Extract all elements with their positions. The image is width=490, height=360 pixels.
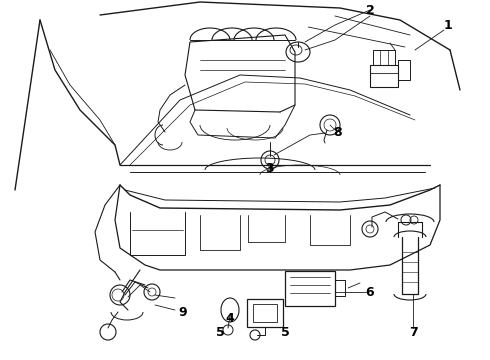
Bar — [398, 60, 410, 80]
Text: 8: 8 — [334, 126, 343, 139]
Text: 2: 2 — [366, 4, 374, 17]
Text: 5: 5 — [281, 325, 290, 338]
Text: 3: 3 — [266, 162, 274, 175]
Text: 5: 5 — [216, 325, 224, 338]
Bar — [247, 299, 283, 327]
Bar — [373, 50, 395, 65]
Bar — [370, 65, 398, 87]
Bar — [253, 304, 277, 322]
Bar — [285, 271, 335, 306]
Text: 7: 7 — [409, 325, 417, 338]
Text: 6: 6 — [366, 285, 374, 298]
Text: 1: 1 — [443, 18, 452, 32]
Text: 9: 9 — [179, 306, 187, 319]
Text: 4: 4 — [225, 311, 234, 324]
